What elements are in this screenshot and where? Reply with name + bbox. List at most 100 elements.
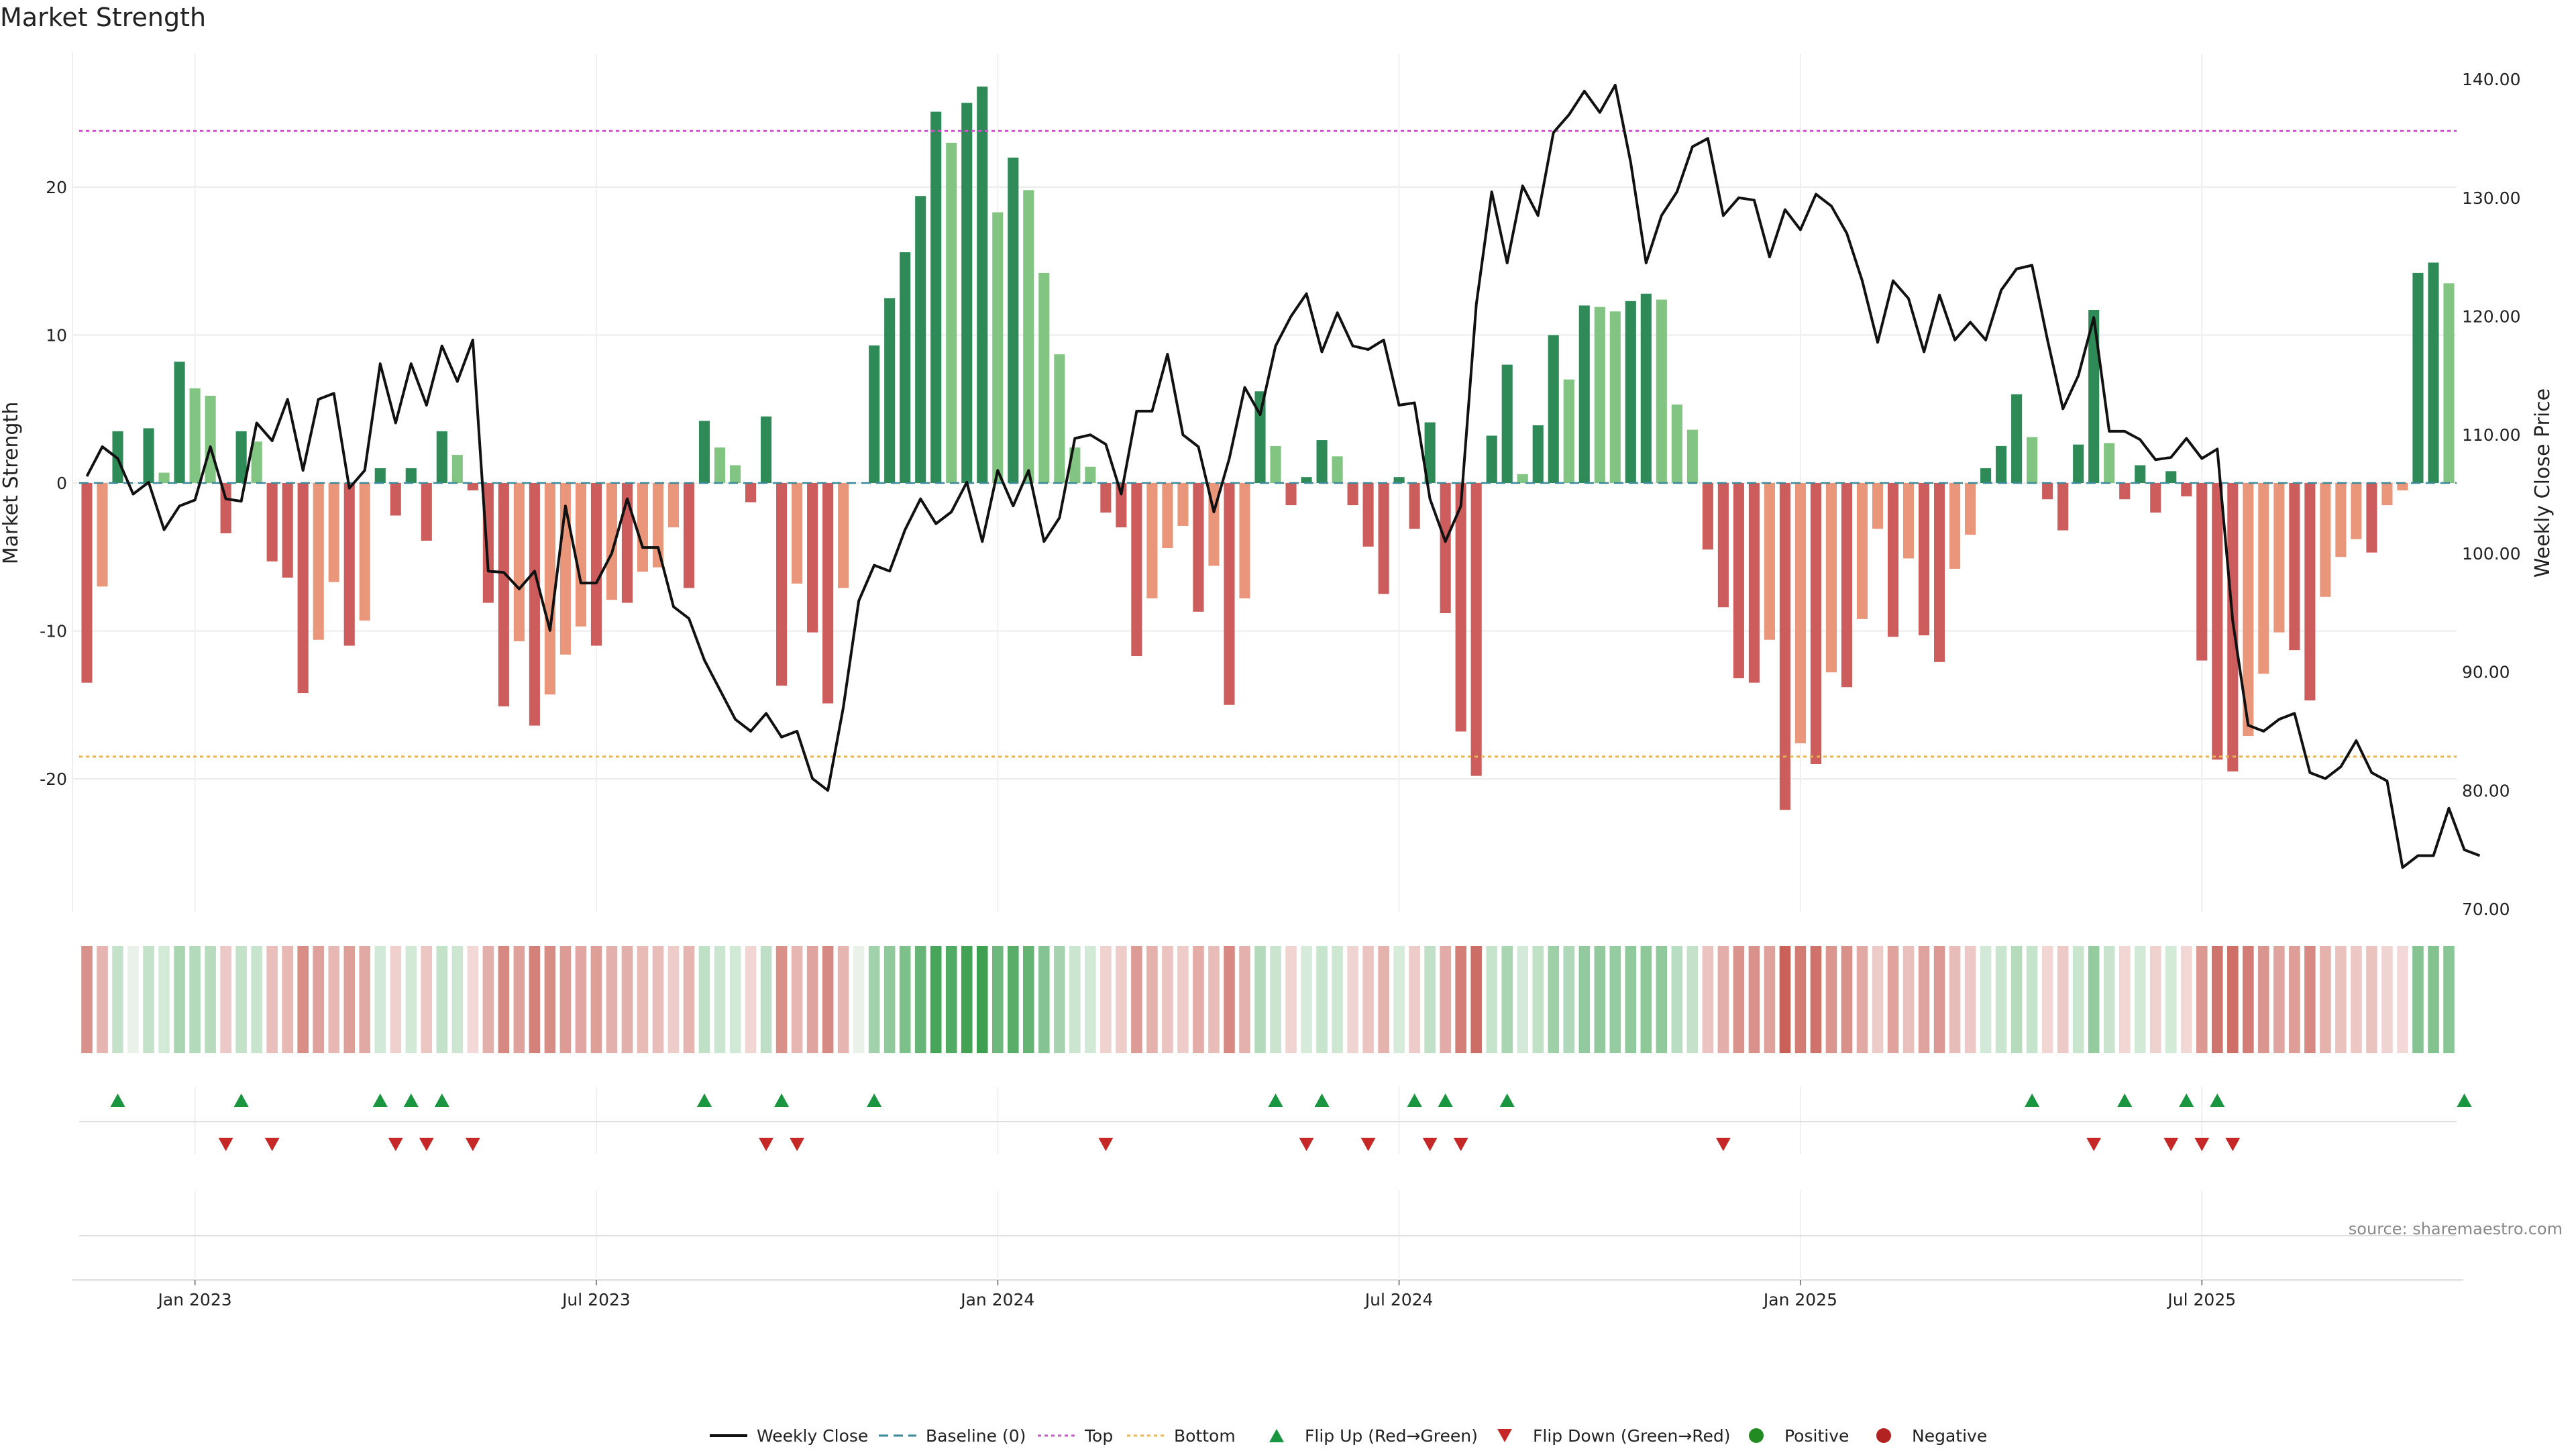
heat-cell (1069, 946, 1081, 1053)
legend-flip-down-icon (1497, 1429, 1512, 1442)
heat-cell (1779, 946, 1791, 1053)
strength-bar (1702, 483, 1713, 550)
heat-cell (529, 946, 541, 1053)
strength-bar (189, 388, 201, 483)
heat-cell (498, 946, 510, 1053)
strength-bar (1548, 335, 1559, 483)
heat-cell (1702, 946, 1714, 1053)
strength-bar (946, 142, 957, 483)
flip-down-marker (2163, 1138, 2179, 1151)
heat-cell (1717, 946, 1729, 1053)
strength-bar (869, 345, 880, 483)
heat-cell (328, 946, 339, 1053)
source-credit: source: sharemaestro.com (2348, 1220, 2563, 1238)
strength-bar (2088, 310, 2100, 483)
strength-bar (1794, 483, 1807, 744)
heat-cell (1054, 946, 1065, 1053)
strength-bar (2165, 471, 2177, 483)
strength-bar (1656, 299, 1667, 483)
strength-bar (2335, 483, 2347, 557)
heat-cell (81, 946, 93, 1053)
strength-bar (2057, 483, 2069, 531)
flip-down-marker (465, 1138, 480, 1151)
strength-bar (1733, 483, 1744, 679)
heat-cell (1470, 946, 1482, 1053)
heat-cell (1332, 946, 1343, 1053)
heat-cell (1548, 946, 1560, 1053)
strength-bar (1193, 483, 1204, 612)
heat-cell (1162, 946, 1173, 1053)
heat-cell (1193, 946, 1204, 1053)
right-tick-label: 130.00 (2462, 189, 2520, 208)
heat-cell (1517, 946, 1528, 1053)
left-tick-label: -20 (40, 769, 67, 789)
heat-cell (1023, 946, 1034, 1053)
heat-cell (961, 946, 973, 1053)
flip-down-marker (2225, 1138, 2241, 1151)
strength-bar (1378, 483, 1389, 594)
heat-cell (1424, 946, 1436, 1053)
flip-down-marker (2194, 1138, 2210, 1151)
heat-cell (1918, 946, 1930, 1053)
strength-bar (1362, 483, 1374, 547)
strength-bar (421, 483, 432, 541)
strength-bar (544, 483, 555, 695)
heat-cell (544, 946, 556, 1053)
heat-cell (652, 946, 664, 1053)
strength-bar (1393, 477, 1405, 483)
heat-cell (436, 946, 448, 1053)
heat-cell (297, 946, 309, 1053)
flip-up-marker (697, 1093, 712, 1107)
heat-cell (313, 946, 324, 1053)
strength-bar (1996, 445, 2007, 483)
strength-bar (575, 483, 586, 627)
strength-bar (2135, 465, 2146, 483)
strength-bar (1578, 305, 1590, 483)
right-tick-label: 140.00 (2462, 70, 2520, 89)
strength-bar (1440, 483, 1451, 614)
heat-cell (2273, 946, 2285, 1053)
strength-bar (1254, 391, 1266, 483)
flip-down-marker (1422, 1138, 1438, 1151)
heat-cell (714, 946, 726, 1053)
legend-negative-icon (1876, 1428, 1891, 1443)
heat-cell (1671, 946, 1683, 1053)
strength-bar (2304, 483, 2316, 701)
strength-bar (2412, 272, 2424, 483)
strength-bar (1347, 483, 1358, 506)
heat-cell (1270, 946, 1281, 1053)
heat-cell (806, 946, 818, 1053)
heat-cell (2088, 946, 2100, 1053)
right-tick-label: 90.00 (2462, 663, 2510, 682)
strength-bar (884, 298, 896, 483)
heat-cell (1656, 946, 1668, 1053)
heat-cell (1902, 946, 1915, 1053)
strength-bar (961, 103, 973, 483)
strength-bar (1980, 468, 1992, 483)
flip-up-marker (403, 1093, 419, 1107)
flip-up-marker (2457, 1093, 2472, 1107)
heat-cell (1347, 946, 1358, 1053)
flip-up-marker (2117, 1093, 2133, 1107)
heat-cell (760, 946, 772, 1053)
heat-cell (359, 946, 371, 1053)
strength-bar (2104, 443, 2115, 483)
weekly-close-line (85, 83, 2481, 869)
heat-cell (1501, 946, 1513, 1053)
strength-bar (1671, 405, 1682, 483)
heat-cell (2134, 946, 2146, 1053)
flip-down-marker (1715, 1138, 1731, 1151)
heat-cell (976, 946, 988, 1053)
x-tick-label: Jul 2024 (1364, 1290, 1434, 1309)
strength-bar (2196, 483, 2208, 661)
heat-cell (235, 946, 247, 1053)
heat-cell (1038, 946, 1050, 1053)
heat-cell (343, 946, 356, 1053)
heat-cell (282, 946, 293, 1053)
strength-bar (2443, 283, 2455, 483)
heat-cell (1285, 946, 1297, 1053)
heat-cell (745, 946, 757, 1053)
flip-up-marker (372, 1093, 388, 1107)
heat-cell (1594, 946, 1606, 1053)
strength-bar (2258, 483, 2269, 674)
